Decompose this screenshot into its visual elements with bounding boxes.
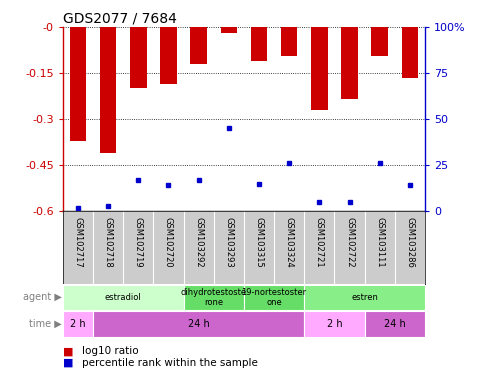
Bar: [402, 27, 418, 78]
Text: 24 h: 24 h: [384, 319, 406, 329]
Text: GSM102718: GSM102718: [103, 217, 113, 268]
Text: GSM103292: GSM103292: [194, 217, 203, 268]
Text: GDS2077 / 7684: GDS2077 / 7684: [63, 12, 177, 26]
Text: percentile rank within the sample: percentile rank within the sample: [82, 358, 258, 368]
Text: ■: ■: [63, 358, 77, 368]
Text: GSM102719: GSM102719: [134, 217, 143, 268]
Bar: [221, 27, 237, 33]
Text: GSM102720: GSM102720: [164, 217, 173, 268]
Bar: [281, 27, 298, 56]
Bar: [130, 27, 146, 88]
Bar: [70, 27, 86, 141]
Bar: [100, 27, 116, 153]
Bar: [371, 27, 388, 56]
Text: GSM102721: GSM102721: [315, 217, 324, 268]
Text: estren: estren: [351, 293, 378, 302]
Bar: [63, 311, 93, 337]
Text: GSM103286: GSM103286: [405, 217, 414, 268]
Text: ■: ■: [63, 346, 77, 356]
Text: log10 ratio: log10 ratio: [82, 346, 139, 356]
Bar: [365, 311, 425, 337]
Bar: [93, 311, 304, 337]
Text: 19-nortestoster
one: 19-nortestoster one: [242, 288, 307, 307]
Bar: [304, 311, 365, 337]
Text: GSM102722: GSM102722: [345, 217, 354, 268]
Text: agent ▶: agent ▶: [23, 292, 62, 303]
Bar: [63, 285, 184, 310]
Text: time ▶: time ▶: [29, 319, 62, 329]
Text: GSM103324: GSM103324: [284, 217, 294, 268]
Text: GSM103315: GSM103315: [255, 217, 264, 268]
Text: 2 h: 2 h: [327, 319, 342, 329]
Text: estradiol: estradiol: [105, 293, 142, 302]
Text: GSM103111: GSM103111: [375, 217, 384, 268]
Bar: [311, 27, 327, 110]
Bar: [251, 27, 267, 61]
Bar: [160, 27, 177, 84]
Text: dihydrotestoste
rone: dihydrotestoste rone: [181, 288, 247, 307]
Text: GSM103293: GSM103293: [224, 217, 233, 268]
Text: GSM102717: GSM102717: [73, 217, 83, 268]
Bar: [184, 285, 244, 310]
Bar: [190, 27, 207, 64]
Bar: [304, 285, 425, 310]
Bar: [341, 27, 358, 99]
Text: 2 h: 2 h: [70, 319, 85, 329]
Text: 24 h: 24 h: [188, 319, 210, 329]
Bar: [244, 285, 304, 310]
